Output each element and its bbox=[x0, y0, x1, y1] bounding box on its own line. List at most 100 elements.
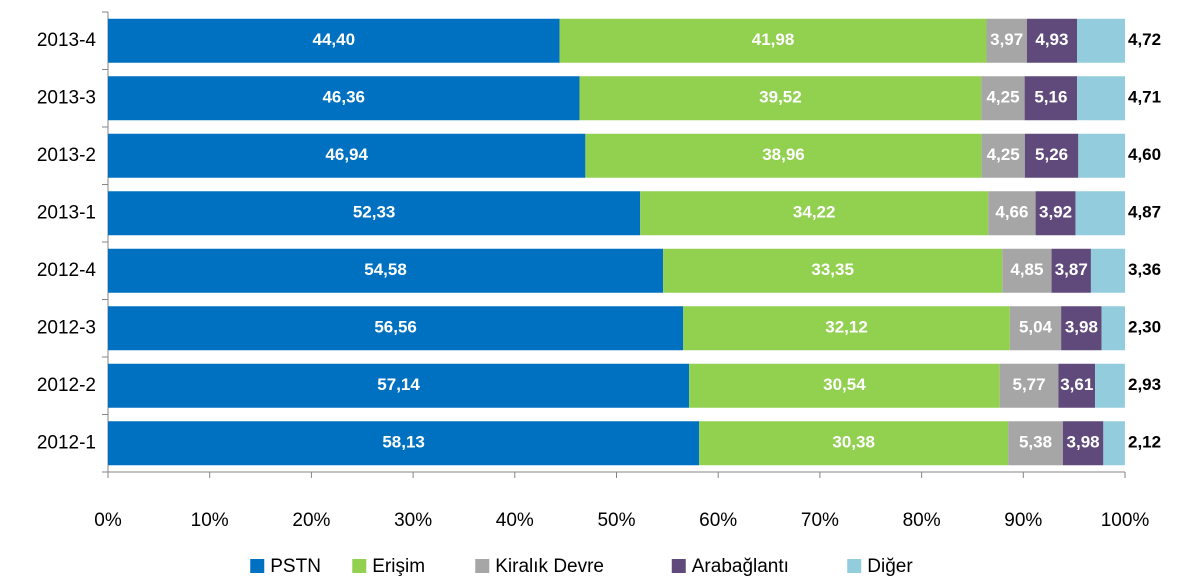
data-label: 38,96 bbox=[762, 145, 805, 164]
data-label: 4,60 bbox=[1128, 145, 1161, 164]
data-label: 4,25 bbox=[987, 145, 1020, 164]
data-label: 5,04 bbox=[1019, 318, 1053, 337]
bar-segment bbox=[1024, 133, 1079, 178]
data-label: 3,36 bbox=[1128, 260, 1161, 279]
bar-segment bbox=[1061, 306, 1102, 351]
data-label: 5,38 bbox=[1019, 433, 1052, 452]
x-tick-label: 10% bbox=[191, 510, 229, 531]
legend-swatch bbox=[671, 559, 686, 573]
bar-segment bbox=[988, 191, 1036, 236]
data-label: 4,87 bbox=[1128, 203, 1161, 222]
bar-segment bbox=[1051, 248, 1091, 293]
data-label: 5,26 bbox=[1035, 145, 1068, 164]
bar-segment bbox=[108, 421, 700, 466]
bar-segment bbox=[585, 133, 982, 178]
bar-segment bbox=[689, 363, 1000, 408]
legend-swatch bbox=[352, 559, 367, 573]
data-label: 5,16 bbox=[1034, 88, 1067, 107]
data-label: 44,40 bbox=[313, 30, 356, 49]
legend-swatch bbox=[475, 559, 490, 573]
bar-segment bbox=[108, 248, 664, 293]
data-label: 4,66 bbox=[995, 203, 1028, 222]
bar-segment bbox=[683, 306, 1010, 351]
data-label: 39,52 bbox=[759, 88, 802, 107]
y-tick-label: 2013-3 bbox=[37, 87, 96, 108]
data-label: 3,97 bbox=[990, 30, 1023, 49]
bar-segment bbox=[108, 18, 560, 63]
data-label: 2,12 bbox=[1128, 433, 1161, 452]
y-tick-label: 2012-4 bbox=[37, 260, 97, 281]
bar-segment bbox=[108, 191, 641, 236]
bar-segment bbox=[1095, 363, 1125, 408]
bar-segment bbox=[1103, 421, 1125, 466]
x-tick-label: 0% bbox=[94, 510, 122, 531]
data-label: 34,22 bbox=[793, 203, 836, 222]
data-label: 3,92 bbox=[1039, 203, 1072, 222]
data-label: 2,30 bbox=[1128, 318, 1161, 337]
bar-segment bbox=[986, 18, 1027, 63]
y-tick-label: 2012-2 bbox=[37, 375, 96, 396]
data-label: 4,93 bbox=[1035, 30, 1068, 49]
legend-swatch bbox=[847, 559, 862, 573]
x-tick-label: 50% bbox=[597, 510, 635, 531]
legend-label: Diğer bbox=[867, 556, 913, 577]
y-tick-label: 2013-1 bbox=[37, 202, 96, 223]
bar-segment bbox=[699, 421, 1009, 466]
data-label: 3,87 bbox=[1055, 260, 1088, 279]
bar-segment bbox=[1024, 76, 1078, 121]
legend-label: Erişim bbox=[372, 556, 425, 577]
x-tick-label: 80% bbox=[903, 510, 941, 531]
data-label: 56,56 bbox=[374, 318, 417, 337]
data-label: 4,71 bbox=[1128, 88, 1161, 107]
legend-label: Kiralık Devre bbox=[495, 556, 604, 577]
bar-segment bbox=[108, 133, 586, 178]
bar-segment bbox=[981, 133, 1025, 178]
legend-label: PSTN bbox=[270, 556, 321, 577]
bar-segment bbox=[1078, 133, 1126, 178]
data-label: 46,36 bbox=[322, 88, 365, 107]
bar-segment bbox=[640, 191, 989, 236]
data-label: 30,54 bbox=[823, 375, 866, 394]
bar-segment bbox=[108, 306, 684, 351]
data-label: 4,85 bbox=[1010, 260, 1043, 279]
bar-segment bbox=[108, 363, 690, 408]
data-label: 41,98 bbox=[752, 30, 795, 49]
data-label: 58,13 bbox=[382, 433, 425, 452]
data-label: 3,98 bbox=[1065, 318, 1098, 337]
legend-label: Arabağlantı bbox=[692, 556, 789, 577]
bar-segment bbox=[1002, 248, 1052, 293]
data-label: 54,58 bbox=[364, 260, 407, 279]
data-label: 46,94 bbox=[325, 145, 368, 164]
x-tick-label: 70% bbox=[801, 510, 839, 531]
data-label: 30,38 bbox=[832, 433, 875, 452]
bar-segment bbox=[1058, 363, 1096, 408]
data-label: 32,12 bbox=[825, 318, 868, 337]
bar-segment bbox=[579, 76, 982, 121]
x-tick-label: 20% bbox=[292, 510, 330, 531]
data-label: 57,14 bbox=[377, 375, 420, 394]
bar-segment bbox=[1008, 421, 1063, 466]
x-tick-label: 90% bbox=[1004, 510, 1042, 531]
bar-segment bbox=[1076, 18, 1125, 63]
data-label: 5,77 bbox=[1012, 375, 1045, 394]
data-label: 2,93 bbox=[1128, 375, 1161, 394]
bar-segment bbox=[1035, 191, 1076, 236]
bar-segment bbox=[559, 18, 987, 63]
bar-segment bbox=[999, 363, 1059, 408]
data-label: 3,61 bbox=[1060, 375, 1093, 394]
bar-segment bbox=[1062, 421, 1104, 466]
bar-segment bbox=[1075, 191, 1125, 236]
x-tick-label: 100% bbox=[1101, 510, 1150, 531]
bar-segment bbox=[1101, 306, 1125, 351]
data-label: 4,25 bbox=[986, 88, 1019, 107]
y-tick-label: 2012-1 bbox=[37, 432, 96, 453]
y-tick-label: 2013-4 bbox=[37, 30, 97, 51]
legend-swatch bbox=[250, 559, 265, 573]
bar-segment bbox=[981, 76, 1025, 121]
y-tick-label: 2012-3 bbox=[37, 317, 96, 338]
y-tick-label: 2013-2 bbox=[37, 145, 96, 166]
data-label: 52,33 bbox=[353, 203, 396, 222]
bar-segment bbox=[1009, 306, 1062, 351]
x-tick-label: 30% bbox=[394, 510, 432, 531]
